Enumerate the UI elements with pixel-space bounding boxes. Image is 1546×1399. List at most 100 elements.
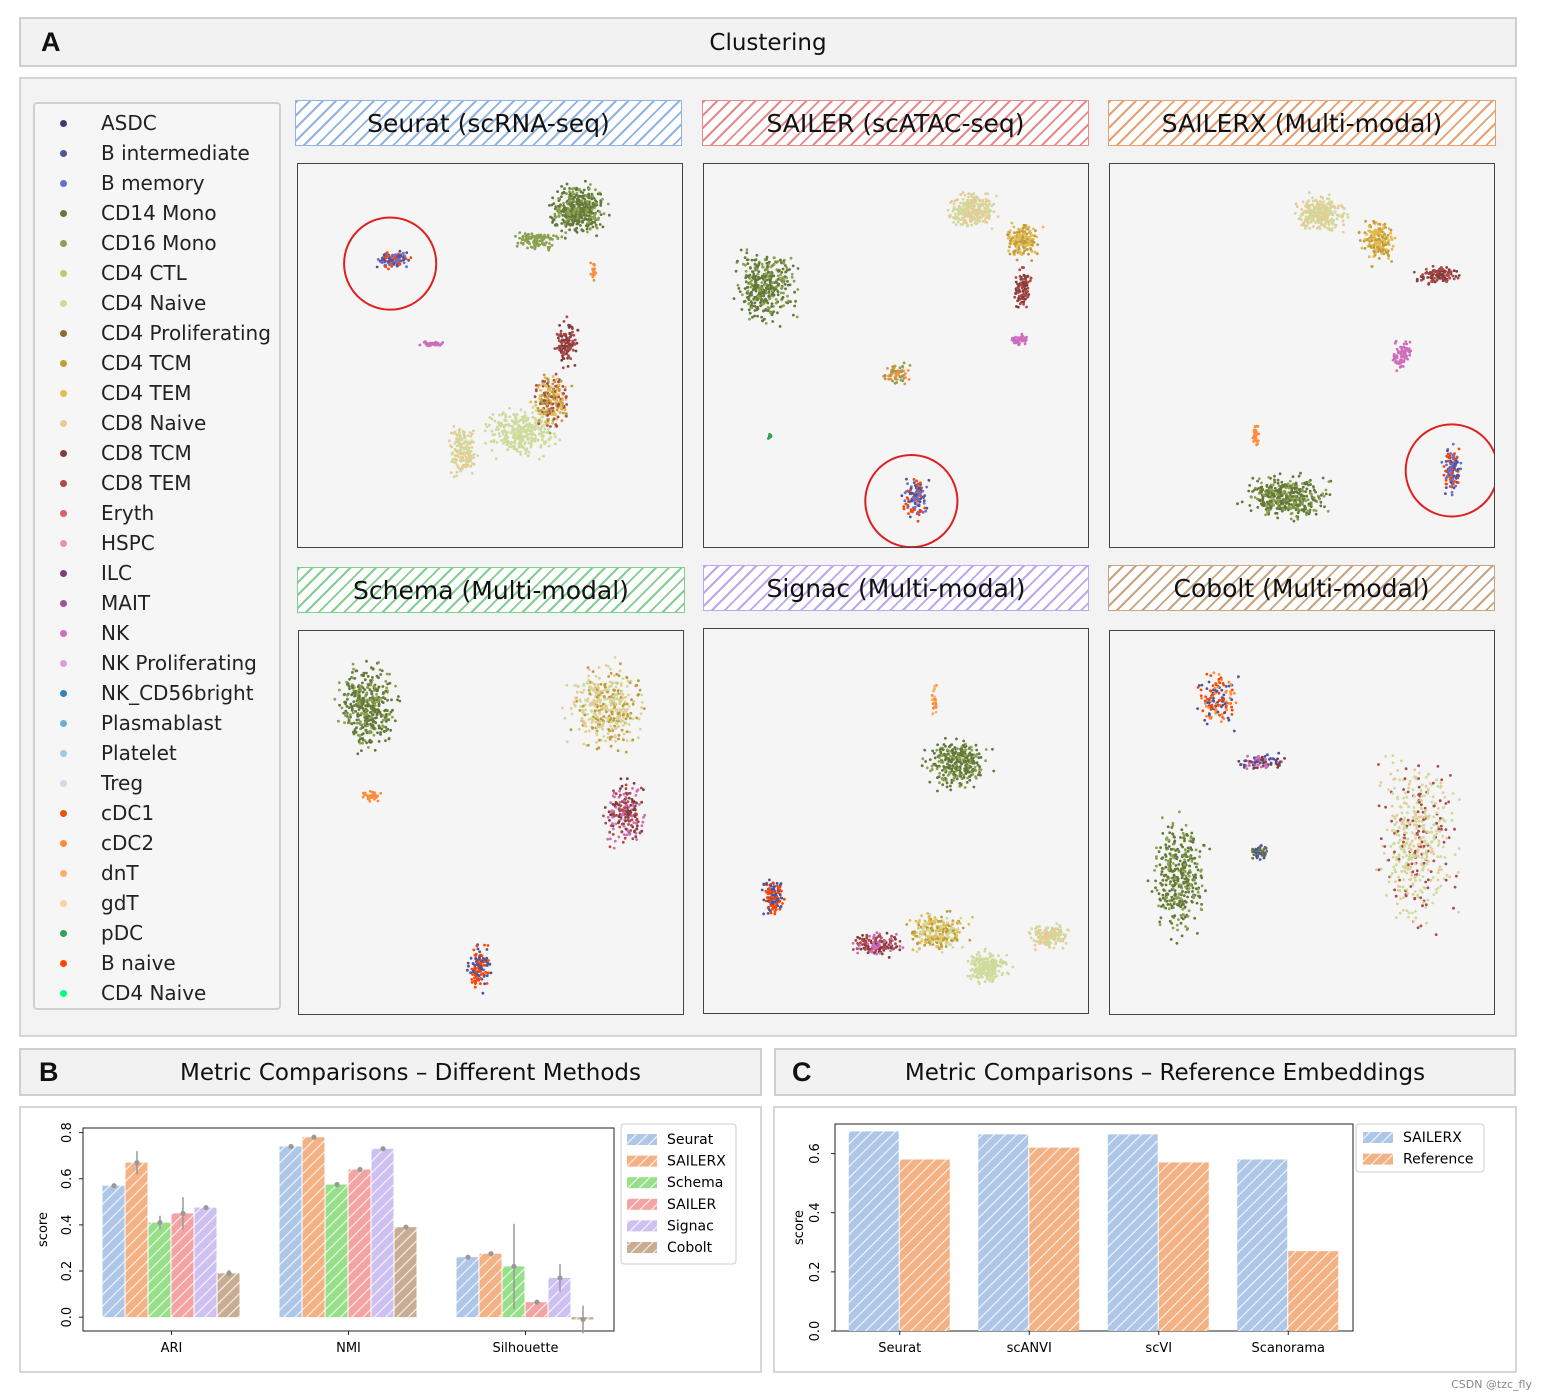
umap-point <box>637 717 641 721</box>
umap-point <box>398 249 402 253</box>
umap-point <box>555 223 559 227</box>
umap-cluster <box>602 777 647 850</box>
umap-point <box>360 749 363 752</box>
umap-point <box>505 433 508 437</box>
umap-point <box>901 364 904 368</box>
umap-point <box>609 703 613 707</box>
umap-point <box>548 431 552 435</box>
umap-point <box>546 233 550 237</box>
umap-point <box>975 221 979 225</box>
legend-marker <box>60 959 67 967</box>
umap-point <box>553 380 557 384</box>
umap-point <box>574 219 578 222</box>
umap-point <box>609 724 612 728</box>
umap-point <box>587 187 591 190</box>
umap-point <box>541 435 545 439</box>
umap-point <box>1294 508 1298 512</box>
umap-point <box>638 727 642 731</box>
umap-point <box>636 820 640 824</box>
umap-point <box>1023 297 1027 301</box>
umap-point <box>913 484 917 487</box>
umap-point <box>1288 484 1292 488</box>
umap-point <box>599 213 603 216</box>
umap-point <box>961 191 965 195</box>
umap-point <box>515 413 519 416</box>
umap-point <box>469 464 473 468</box>
umap-point <box>560 358 564 362</box>
umap-point <box>737 287 741 290</box>
umap-point <box>459 469 462 473</box>
umap-point <box>542 399 546 403</box>
umap-point <box>356 752 360 756</box>
umap-point <box>469 449 473 453</box>
umap-point <box>1299 214 1303 217</box>
umap-point <box>607 714 611 718</box>
umap-point <box>596 718 600 722</box>
umap-point <box>388 712 392 716</box>
umap-point <box>925 506 929 510</box>
legend-item: CD8 Naive <box>35 408 206 438</box>
umap-point <box>1269 499 1273 503</box>
umap-point <box>1324 218 1328 222</box>
umap-point <box>566 217 570 220</box>
umap-point <box>1424 267 1428 271</box>
umap-point <box>1287 504 1291 508</box>
umap-point <box>557 211 561 215</box>
umap-point <box>781 276 784 280</box>
umap-point <box>566 365 570 368</box>
umap-point <box>620 784 624 788</box>
umap-point <box>1029 247 1032 250</box>
umap-point <box>553 212 557 216</box>
umap-point <box>356 692 360 696</box>
umap-point <box>599 699 602 702</box>
umap-point <box>1380 236 1384 239</box>
umap-point <box>395 261 398 265</box>
umap-point <box>402 261 406 265</box>
umap-point <box>1021 335 1025 338</box>
umap-point <box>386 698 389 702</box>
umap-point <box>371 705 375 709</box>
umap-point <box>404 257 408 261</box>
umap-point <box>601 225 605 229</box>
umap-point <box>1380 245 1383 249</box>
umap-point <box>745 258 749 262</box>
umap-point <box>578 220 581 224</box>
umap-point <box>625 730 629 734</box>
umap-point <box>1404 353 1407 357</box>
umap-point <box>1389 235 1393 239</box>
umap-point <box>636 824 639 828</box>
umap-point <box>1010 221 1014 225</box>
umap-point <box>1322 206 1326 210</box>
umap-point <box>601 197 604 201</box>
umap-point <box>594 713 598 716</box>
umap-point <box>369 679 372 682</box>
umap-point <box>762 309 765 313</box>
umap-point <box>883 374 887 377</box>
umap-point <box>594 674 598 678</box>
umap-point <box>494 428 498 432</box>
umap-point <box>438 343 442 347</box>
umap-point <box>972 215 975 219</box>
umap-point <box>1393 341 1397 345</box>
umap-point <box>918 510 922 514</box>
umap-point <box>760 262 764 266</box>
umap-point <box>898 366 902 370</box>
umap-point <box>557 380 560 384</box>
umap-point <box>467 441 471 444</box>
umap-point <box>1326 509 1330 513</box>
umap-point <box>978 205 982 209</box>
umap-point <box>369 718 373 722</box>
umap-point <box>1262 504 1266 507</box>
umap-point <box>1310 216 1313 220</box>
umap-point <box>970 199 973 203</box>
umap-point <box>786 280 789 283</box>
umap-point <box>1445 280 1448 284</box>
umap-point <box>524 449 528 452</box>
umap-point <box>767 260 771 264</box>
umap-point <box>1457 274 1461 277</box>
umap-point <box>365 722 369 725</box>
umap-point <box>562 204 566 208</box>
umap-point <box>913 498 917 502</box>
umap-point <box>1279 485 1283 488</box>
umap-point <box>1279 507 1283 511</box>
